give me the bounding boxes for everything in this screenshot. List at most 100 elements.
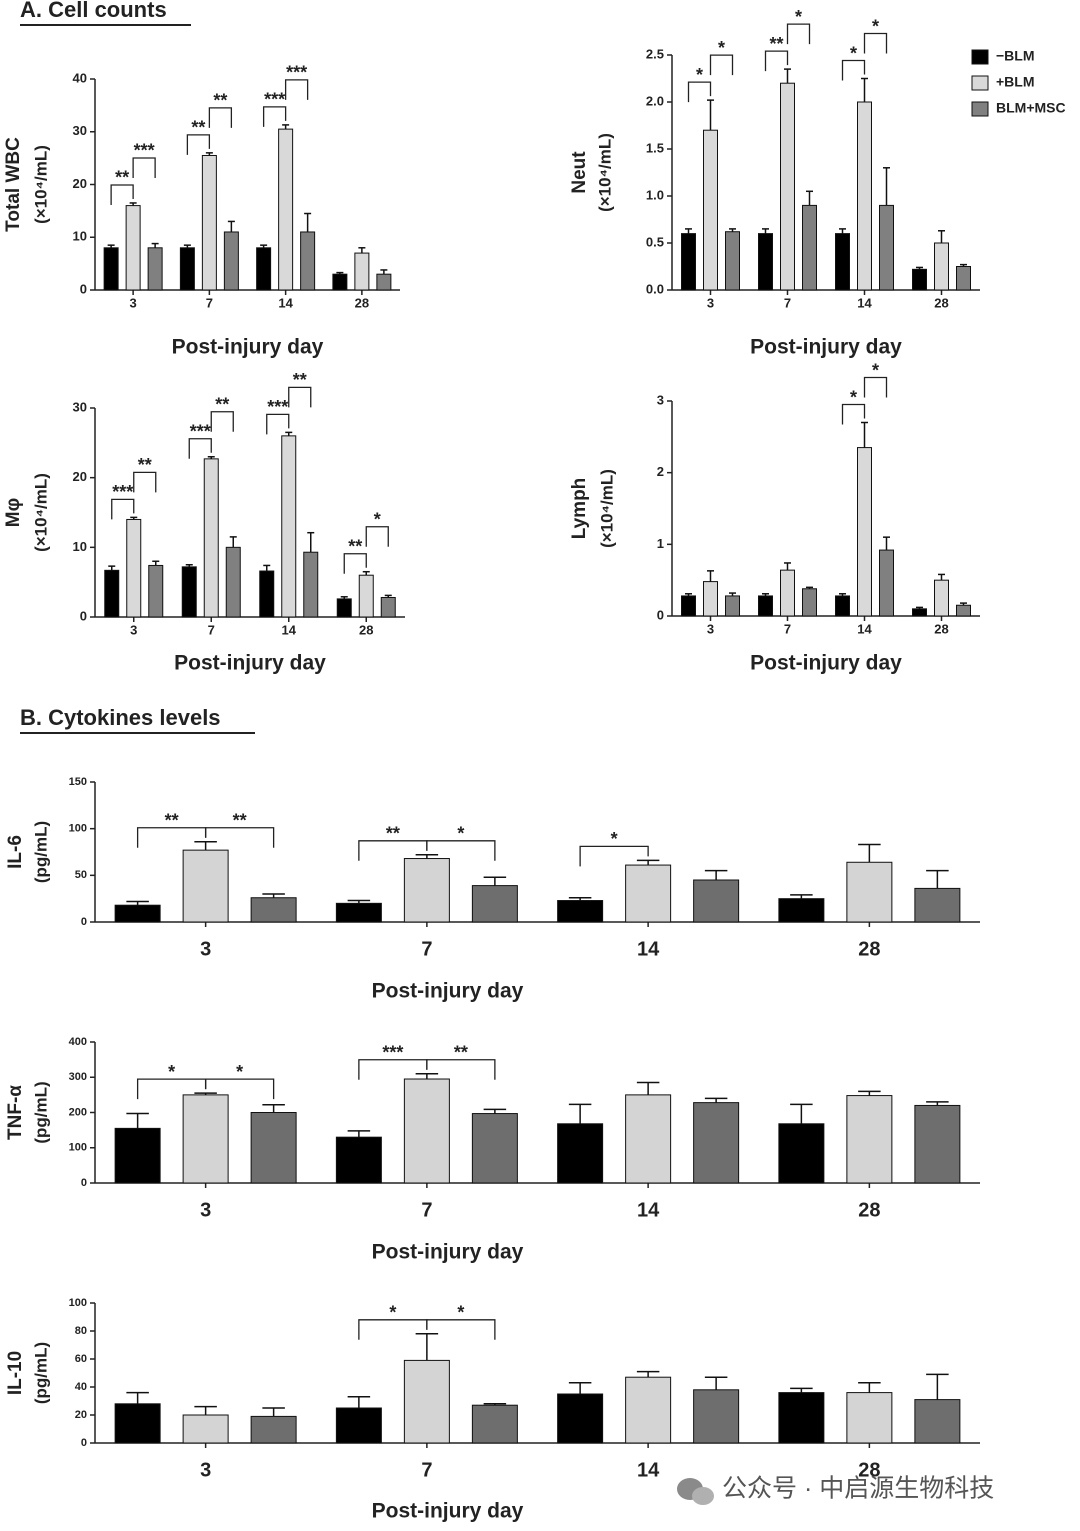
y-tick-label: 200 bbox=[69, 1106, 87, 1118]
error-bar bbox=[282, 124, 290, 130]
x-tick-label: 14 bbox=[637, 938, 660, 960]
x-tick-label: 7 bbox=[206, 295, 213, 310]
x-tick-label: 3 bbox=[200, 1459, 211, 1481]
y-tick-label: 0 bbox=[80, 281, 87, 296]
y-tick-label: 80 bbox=[75, 1325, 87, 1337]
bar bbox=[403, 858, 450, 923]
significance-label: *** bbox=[264, 90, 285, 110]
x-axis-label: Post-injury day bbox=[750, 336, 902, 359]
y-tick-label: 0 bbox=[657, 607, 664, 622]
significance-bracket bbox=[579, 845, 649, 867]
error-bar bbox=[340, 596, 348, 599]
bar bbox=[380, 596, 396, 618]
error-bar bbox=[916, 266, 923, 270]
x-tick-label: 3 bbox=[200, 938, 211, 960]
significance-bracket bbox=[426, 840, 496, 861]
bar bbox=[471, 1113, 518, 1184]
bar bbox=[335, 1407, 382, 1444]
error-bar bbox=[205, 152, 213, 156]
error-bar bbox=[883, 167, 890, 206]
error-bar bbox=[152, 560, 160, 566]
bar bbox=[278, 128, 294, 291]
significance-label: *** bbox=[286, 63, 307, 83]
error-bar bbox=[704, 1376, 728, 1390]
error-bar bbox=[130, 516, 138, 520]
error-bar bbox=[304, 212, 312, 232]
error-bar bbox=[762, 228, 769, 234]
bar bbox=[256, 247, 272, 291]
significance-bracket bbox=[343, 553, 367, 574]
significance-bracket bbox=[863, 376, 888, 398]
y-tick-label: 20 bbox=[73, 469, 87, 484]
bar bbox=[846, 1392, 893, 1444]
x-axis-label: Post-injury day bbox=[174, 652, 326, 675]
y-tick-label: 40 bbox=[73, 70, 87, 85]
bar bbox=[914, 1399, 961, 1444]
y-axis-label: (×10⁴/mL) bbox=[595, 133, 614, 212]
bar bbox=[335, 1136, 382, 1184]
significance-label: * bbox=[718, 38, 725, 58]
error-bar bbox=[183, 244, 191, 248]
error-bar bbox=[151, 242, 159, 248]
error-bar bbox=[568, 1103, 592, 1124]
significance-bracket bbox=[208, 107, 233, 128]
y-axis-label: (×10⁴/mL) bbox=[31, 145, 50, 224]
bar bbox=[956, 604, 971, 617]
bar bbox=[625, 864, 672, 923]
significance-label: ** bbox=[769, 34, 783, 54]
error-bar bbox=[194, 1405, 217, 1415]
error-bar bbox=[806, 586, 813, 589]
error-bar bbox=[926, 1101, 949, 1106]
error-bar bbox=[126, 1112, 149, 1129]
x-axis-label: Post-injury day bbox=[372, 1241, 524, 1264]
y-tick-label: 0 bbox=[81, 1177, 87, 1189]
y-tick-label: 300 bbox=[69, 1071, 87, 1083]
y-axis-label: TNF-α bbox=[5, 1085, 26, 1140]
error-bar bbox=[362, 570, 370, 576]
bar bbox=[625, 1094, 672, 1184]
y-axis-label: (pg/mL) bbox=[31, 1342, 50, 1404]
significance-label: ** bbox=[454, 1042, 468, 1062]
y-axis-label: IL-6 bbox=[5, 835, 26, 869]
significance-bracket bbox=[204, 1078, 275, 1100]
bar bbox=[956, 266, 971, 291]
error-bar bbox=[938, 230, 945, 243]
y-axis-label: Neut bbox=[569, 151, 590, 194]
significance-bracket bbox=[132, 157, 156, 178]
y-tick-label: 3 bbox=[657, 392, 664, 407]
y-tick-label: 50 bbox=[75, 869, 87, 881]
error-bar bbox=[568, 1382, 592, 1394]
bar bbox=[259, 570, 275, 618]
bar bbox=[182, 1414, 229, 1444]
bar bbox=[846, 861, 893, 923]
significance-label: * bbox=[457, 824, 464, 844]
bar bbox=[303, 551, 319, 618]
bar bbox=[250, 1415, 297, 1444]
significance-bracket bbox=[687, 81, 712, 103]
y-tick-label: 100 bbox=[69, 1297, 87, 1309]
y-axis-label: (×10⁴/mL) bbox=[31, 473, 50, 552]
y-tick-label: 2.5 bbox=[646, 46, 664, 61]
significance-label: * bbox=[389, 1303, 396, 1323]
error-bar bbox=[108, 565, 116, 571]
error-bar bbox=[636, 1081, 660, 1095]
error-bar bbox=[260, 244, 268, 248]
significance-bracket bbox=[136, 827, 207, 848]
error-bar bbox=[229, 536, 237, 548]
bar bbox=[857, 101, 872, 291]
bar bbox=[693, 1389, 740, 1444]
significance-bracket bbox=[358, 840, 428, 861]
y-tick-label: 20 bbox=[75, 1409, 87, 1421]
significance-bracket bbox=[709, 54, 734, 76]
error-bar bbox=[227, 220, 235, 232]
legend-label: BLM+MSC bbox=[996, 100, 1066, 116]
bar bbox=[181, 566, 197, 618]
error-bar bbox=[806, 190, 813, 206]
bar bbox=[802, 588, 817, 617]
error-bar bbox=[194, 840, 217, 851]
significance-bracket bbox=[133, 471, 157, 493]
significance-label: *** bbox=[190, 422, 211, 442]
bar bbox=[223, 231, 239, 291]
y-tick-label: 0 bbox=[81, 1437, 87, 1449]
